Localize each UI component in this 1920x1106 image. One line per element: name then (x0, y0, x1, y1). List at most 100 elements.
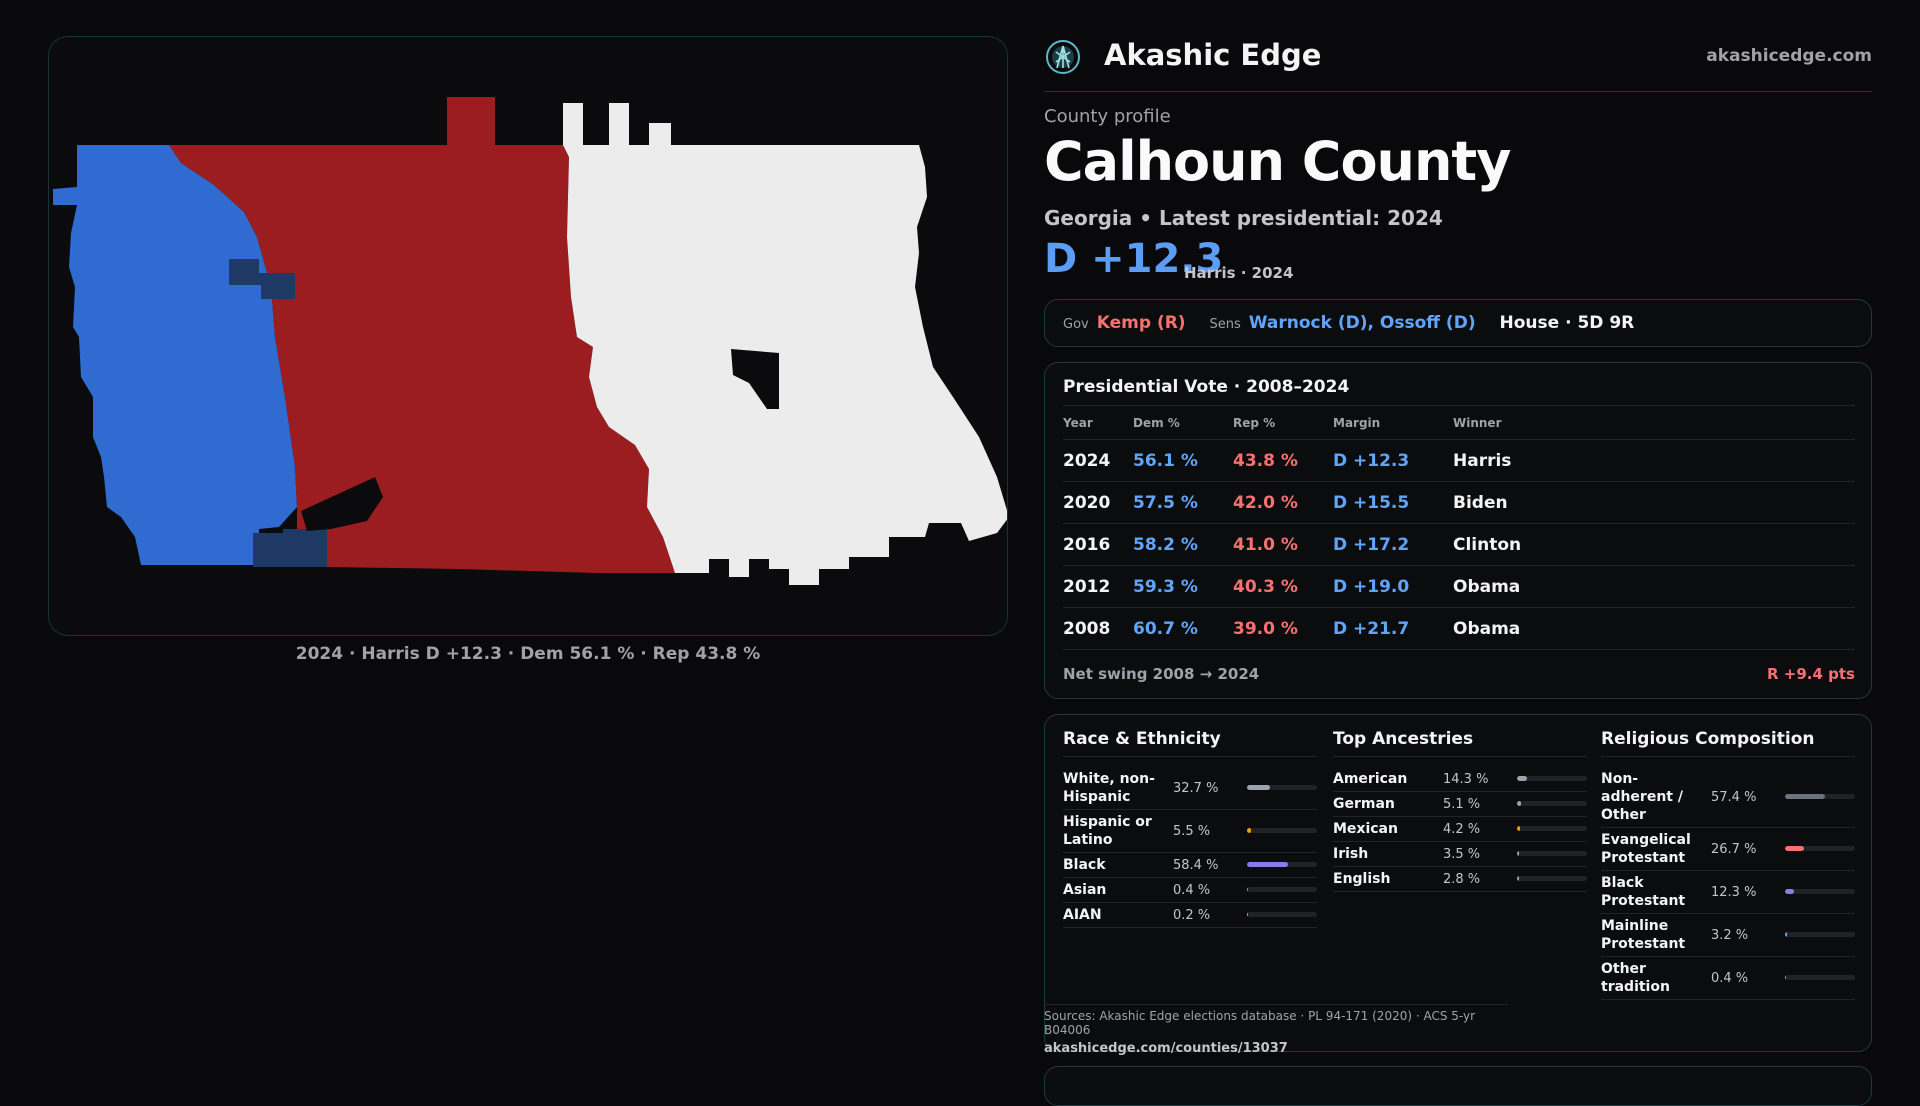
race-item[interactable]: Asian 0.4 % (1063, 878, 1317, 903)
religion-item[interactable]: Black Protestant 12.3 % (1601, 871, 1855, 914)
akashic-logo-icon[interactable] (1044, 38, 1082, 76)
page-title: Calhoun County (1044, 130, 1511, 193)
race-item-bar-fill (1247, 785, 1270, 790)
dem-cell: 57.5 % (1133, 481, 1233, 524)
senators-value: Warnock (D), Ossoff (D) (1248, 313, 1476, 333)
religion-list: Non-adherent / Other 57.4 % Evangelical Pr… (1601, 767, 1855, 1000)
ancestry-item-value: 4.2 % (1443, 821, 1481, 837)
table-row[interactable]: 2012 59.3 % 40.3 % D +19.0 Obama (1063, 565, 1855, 608)
dem-cell: 59.3 % (1133, 565, 1233, 608)
dem-cell: 58.2 % (1133, 523, 1233, 566)
race-item-bar-fill (1247, 887, 1249, 892)
religion-item-bar (1785, 889, 1855, 894)
ancestry-item-bar-fill (1517, 776, 1527, 781)
race-item-bar (1247, 828, 1317, 833)
ancestry-title: Top Ancestries (1333, 729, 1587, 757)
presidential-table: Year Dem % Rep % Margin Winner 2024 56.1 … (1063, 405, 1855, 650)
religion-item-value: 26.7 % (1711, 841, 1757, 857)
religion-item-bar (1785, 846, 1855, 851)
table-row[interactable]: 2016 58.2 % 41.0 % D +17.2 Clinton (1063, 523, 1855, 566)
brand-url-link[interactable]: akashicedge.com (1706, 46, 1872, 66)
winner-cell: Obama (1453, 565, 1855, 608)
race-item-label: Asian (1063, 882, 1107, 898)
religion-item[interactable]: Evangelical Protestant 26.7 % (1601, 828, 1855, 871)
map-region-dem[interactable] (53, 145, 297, 565)
map-precinct-patch (229, 259, 295, 299)
winner-cell: Biden (1453, 481, 1855, 524)
net-swing-label: Net swing 2008 → 2024 (1063, 665, 1260, 683)
presidential-card: Presidential Vote · 2008–2024 Year Dem %… (1044, 362, 1872, 699)
table-row[interactable]: 2008 60.7 % 39.0 % D +21.7 Obama (1063, 607, 1855, 650)
ancestry-item[interactable]: English 2.8 % (1333, 867, 1587, 892)
religion-item-bar (1785, 794, 1855, 799)
race-title: Race & Ethnicity (1063, 729, 1317, 757)
race-item[interactable]: White, non-Hispanic 32.7 % (1063, 767, 1317, 810)
map-region-neutral[interactable] (563, 103, 1008, 585)
house-delegation: House · 5D 9R (1499, 313, 1635, 333)
religion-item-bar (1785, 932, 1855, 937)
dem-cell: 60.7 % (1133, 607, 1233, 650)
ancestry-item-bar (1517, 801, 1587, 806)
year-cell: 2024 (1063, 439, 1133, 482)
ancestry-item[interactable]: Irish 3.5 % (1333, 842, 1587, 867)
ancestry-item-bar-fill (1517, 876, 1519, 881)
ancestry-item[interactable]: Mexican 4.2 % (1333, 817, 1587, 842)
race-item-bar-fill (1247, 862, 1288, 867)
col-dem: Dem % (1133, 405, 1233, 440)
race-column: Race & Ethnicity White, non-Hispanic 32.7… (1063, 729, 1317, 928)
religion-item-label: Mainline Protestant (1601, 918, 1686, 952)
ancestry-item-bar (1517, 876, 1587, 881)
net-swing-value: R +9.4 pts (1767, 665, 1855, 683)
race-item[interactable]: Hispanic or Latino 5.5 % (1063, 810, 1317, 853)
race-list: White, non-Hispanic 32.7 % Hispanic or Lat… (1063, 767, 1317, 928)
table-row[interactable]: 2020 57.5 % 42.0 % D +15.5 Biden (1063, 481, 1855, 524)
ancestry-item-label: Irish (1333, 846, 1369, 862)
col-rep: Rep % (1233, 405, 1333, 440)
ancestry-item-label: Mexican (1333, 821, 1398, 837)
county-map[interactable] (49, 37, 1008, 636)
county-map-panel[interactable] (48, 36, 1008, 636)
brand-header: Akashic Edge akashicedge.com (1044, 34, 1872, 80)
ancestry-item[interactable]: American 14.3 % (1333, 767, 1587, 792)
net-swing-row: Net swing 2008 → 2024 R +9.4 pts (1063, 665, 1855, 683)
table-row[interactable]: 2024 56.1 % 43.8 % D +12.3 Harris (1063, 439, 1855, 482)
religion-item-label: Evangelical Protestant (1601, 832, 1691, 866)
religion-item[interactable]: Mainline Protestant 3.2 % (1601, 914, 1855, 957)
gov-label: Gov (1063, 317, 1089, 332)
race-item[interactable]: AIAN 0.2 % (1063, 903, 1317, 928)
religion-item-bar-fill (1785, 932, 1788, 937)
ancestry-item-value: 14.3 % (1443, 771, 1489, 787)
religion-item[interactable]: Other tradition 0.4 % (1601, 957, 1855, 1000)
ancestry-item-value: 3.5 % (1443, 846, 1481, 862)
race-item-value: 32.7 % (1173, 780, 1219, 796)
race-item-value: 0.2 % (1173, 907, 1211, 923)
race-item-bar-fill (1247, 912, 1249, 917)
map-region-rep[interactable] (169, 97, 675, 573)
ancestry-item-bar (1517, 851, 1587, 856)
religion-item-bar-fill (1785, 846, 1804, 851)
ancestry-item-label: German (1333, 796, 1395, 812)
race-item-bar (1247, 912, 1317, 917)
race-item-label: Hispanic or Latino (1063, 814, 1152, 848)
brand-name[interactable]: Akashic Edge (1104, 38, 1322, 72)
race-item[interactable]: Black 58.4 % (1063, 853, 1317, 878)
year-cell: 2008 (1063, 607, 1133, 650)
religion-item[interactable]: Non-adherent / Other 57.4 % (1601, 767, 1855, 828)
col-winner: Winner (1453, 405, 1855, 440)
religion-item-bar-fill (1785, 889, 1794, 894)
margin-cell: D +12.3 (1333, 439, 1453, 482)
religion-item-label: Black Protestant (1601, 875, 1686, 909)
margin-cell: D +15.5 (1333, 481, 1453, 524)
officials-card: Gov Kemp (R) Sens Warnock (D), Ossoff (D) … (1044, 299, 1872, 347)
sens-label: Sens (1209, 317, 1241, 332)
sources-url-link[interactable]: akashicedge.com/counties/13037 (1044, 1041, 1288, 1056)
religion-item-label: Non-adherent / Other (1601, 771, 1683, 823)
demographics-card: Race & Ethnicity White, non-Hispanic 32.7… (1044, 714, 1872, 1052)
map-caption: 2024 · Harris D +12.3 · Dem 56.1 % · Rep… (295, 644, 761, 664)
ancestry-item[interactable]: German 5.1 % (1333, 792, 1587, 817)
ancestry-item-bar (1517, 776, 1587, 781)
winner-cell: Obama (1453, 607, 1855, 650)
rep-cell: 43.8 % (1233, 439, 1333, 482)
winner-cell: Harris (1453, 439, 1855, 482)
religion-item-bar-fill (1785, 975, 1787, 980)
